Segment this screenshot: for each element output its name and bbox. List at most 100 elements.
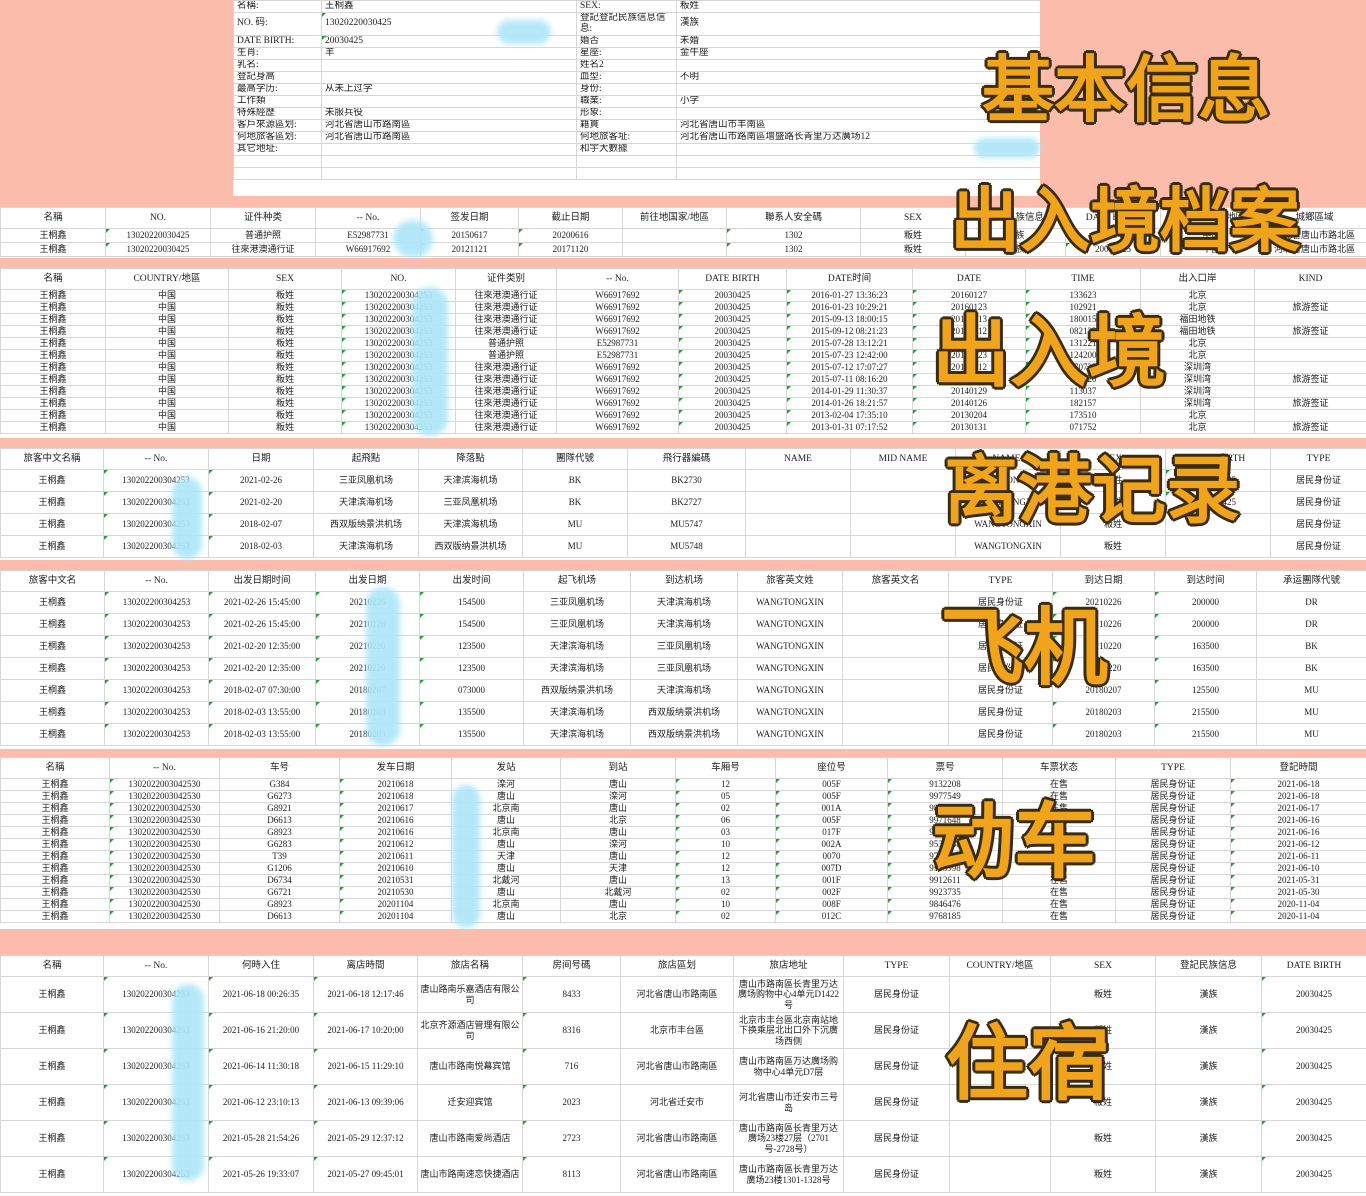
cell: 20200616	[518, 228, 623, 243]
table-row: 王桐鑫 中国 粄姓 130202200304253 往來港澳通行证 W66917692 20…	[0, 373, 1366, 386]
cell: 073000	[419, 679, 524, 702]
column-header: 发站	[451, 757, 561, 779]
cell: 2018-02-03 13:55:00	[208, 723, 316, 746]
cell: 北京	[560, 814, 676, 827]
column-header: DATE	[912, 268, 1026, 290]
cell	[850, 469, 956, 492]
cell: 2021-06-12 23:10:13	[208, 1084, 314, 1121]
column-header: 证件类别	[455, 268, 557, 290]
column-header: TIME	[1025, 268, 1141, 290]
table-row: 王桐鑫 130202200304253 2021-06-14 11:30:18 202…	[0, 1048, 1366, 1085]
table-row: 王桐鑫 1302022003042530 T39 20210611 天津 唐山 12 0070…	[0, 850, 1366, 863]
column-header: 发车日期	[339, 757, 452, 779]
cell: 1302022003042530	[109, 850, 220, 863]
cell: 20201104	[339, 898, 452, 911]
cell: 中国	[105, 349, 229, 362]
cell: 旅游签证	[1254, 301, 1366, 314]
cell: 居民身份证	[1115, 850, 1231, 863]
cell: 1302022003042530	[109, 898, 220, 911]
cell: 粄姓	[228, 373, 342, 386]
cell	[321, 142, 577, 156]
column-header: NO.	[105, 207, 211, 229]
cell: 往來港澳通行证	[455, 325, 557, 338]
cell: 中国	[105, 301, 229, 314]
cell: 2021-02-20 12:35:00	[208, 635, 316, 658]
cell: 130202200304253	[104, 591, 209, 614]
table-row: 王桐鑫 中国 粄姓 130202200304253 往來港澳通行证 W66917692 20…	[0, 409, 1366, 422]
cell: 北戴河	[560, 886, 676, 899]
cell: 2015-07-28 13:12:21	[786, 337, 913, 350]
cell: 往來港澳通行证	[455, 421, 557, 434]
header-row: 名稱 NO. 证件种类 -- No. 签发日期 截止日期 前往地国家/地區 聯系人安全碼 SEX…	[0, 207, 1366, 229]
cell: 135500	[419, 723, 524, 746]
table-row: 王桐鑫 130202200304253 2018-02-03 天津滨海机场 西双版纳景洪…	[0, 535, 1366, 558]
cell: 王桐鑫	[0, 1048, 104, 1085]
column-header: 出入口岸	[1140, 268, 1255, 290]
cell: MU	[1256, 679, 1366, 702]
table-row: 王桐鑫 1302022003042530 G6721 20210530 唐山 北戴河 02 0…	[0, 886, 1366, 899]
cell: 20121121	[420, 242, 519, 257]
cell: 20210616	[339, 814, 452, 827]
cell: 180015	[1025, 313, 1141, 326]
cell: 粄姓	[228, 397, 342, 410]
cell: 天津滨海机场	[630, 679, 738, 702]
cell: 20030425	[678, 301, 787, 314]
cell	[745, 469, 851, 492]
cell	[850, 513, 956, 536]
cell: 中国	[105, 397, 229, 410]
cell: 王桐鑫	[321, 0, 577, 13]
cell	[1254, 361, 1366, 374]
cell: 10	[675, 898, 776, 911]
cell: 王桐鑫	[0, 337, 106, 350]
cell: 012C	[775, 910, 888, 923]
cell: 三亚凤凰机场	[523, 613, 631, 636]
cell: 2015-07-23 12:42:00	[786, 349, 913, 362]
cell: 2021-05-30	[1230, 886, 1366, 899]
cell: 20210618	[339, 790, 452, 803]
cell: BK	[522, 469, 628, 492]
table-row: 王桐鑫 13020220030425 往來港澳通行证 W66917692 2012112…	[0, 242, 1366, 257]
cell: 居民身份证	[1115, 898, 1231, 911]
table-row: 王桐鑫 中国 粄姓 130202200304253 往來港澳通行证 W66917692 20…	[0, 397, 1366, 410]
table-row: 王桐鑫 130202200304253 2021-02-20 天津滨海机场 三亚凤凰机场…	[0, 491, 1366, 514]
cell: 20030425	[1261, 1084, 1366, 1121]
cell: 123500	[419, 635, 524, 658]
column-header: NAME-	[955, 448, 1061, 470]
column-header: 登記民族信息	[1155, 955, 1262, 977]
cell: 西双版纳景洪机场	[418, 535, 523, 558]
column-header: 旅客英文姓	[737, 570, 843, 592]
cell: 其它地址:	[233, 142, 322, 156]
cell: 20030425	[1261, 1012, 1366, 1049]
cell: 12	[675, 778, 776, 791]
cell: 2021-06-16	[1230, 826, 1366, 839]
cell	[1254, 349, 1366, 362]
cell: 2021-06-14 11:30:18	[208, 1048, 314, 1085]
cell: 粄姓	[228, 337, 342, 350]
cell: 粄姓	[860, 242, 966, 257]
cell: 往來港澳通行证	[210, 242, 316, 257]
cell: W66917692	[556, 361, 679, 374]
cell: 20030425	[678, 313, 787, 326]
cell: 天津滨海机场	[313, 535, 419, 558]
column-header: TYPE	[948, 570, 1053, 592]
cell: 中国	[105, 385, 229, 398]
cell: 1302022003042530	[109, 802, 220, 815]
cell: W66917692	[556, 397, 679, 410]
cell: 20030425	[678, 409, 787, 422]
cell: 粄姓	[228, 349, 342, 362]
cell: 唐山市路南區长青里万达廣场23楼27层（2701号-2728号）	[733, 1120, 844, 1157]
cell: 粄姓	[228, 361, 342, 374]
cell: 02	[675, 802, 776, 815]
cell: 215500	[1154, 701, 1257, 724]
cell: 唐山	[560, 850, 676, 863]
cell: 2014-01-29 11:30:37	[786, 385, 913, 398]
cell: 居民身份证	[843, 1156, 950, 1193]
column-header: 到达日期	[1052, 570, 1155, 592]
cell: 2013-02-04 17:35:10	[786, 409, 913, 422]
cell: 居民身份证	[843, 1120, 950, 1157]
cell: WANGTONGXIN	[737, 591, 843, 614]
cell: 13	[675, 874, 776, 887]
